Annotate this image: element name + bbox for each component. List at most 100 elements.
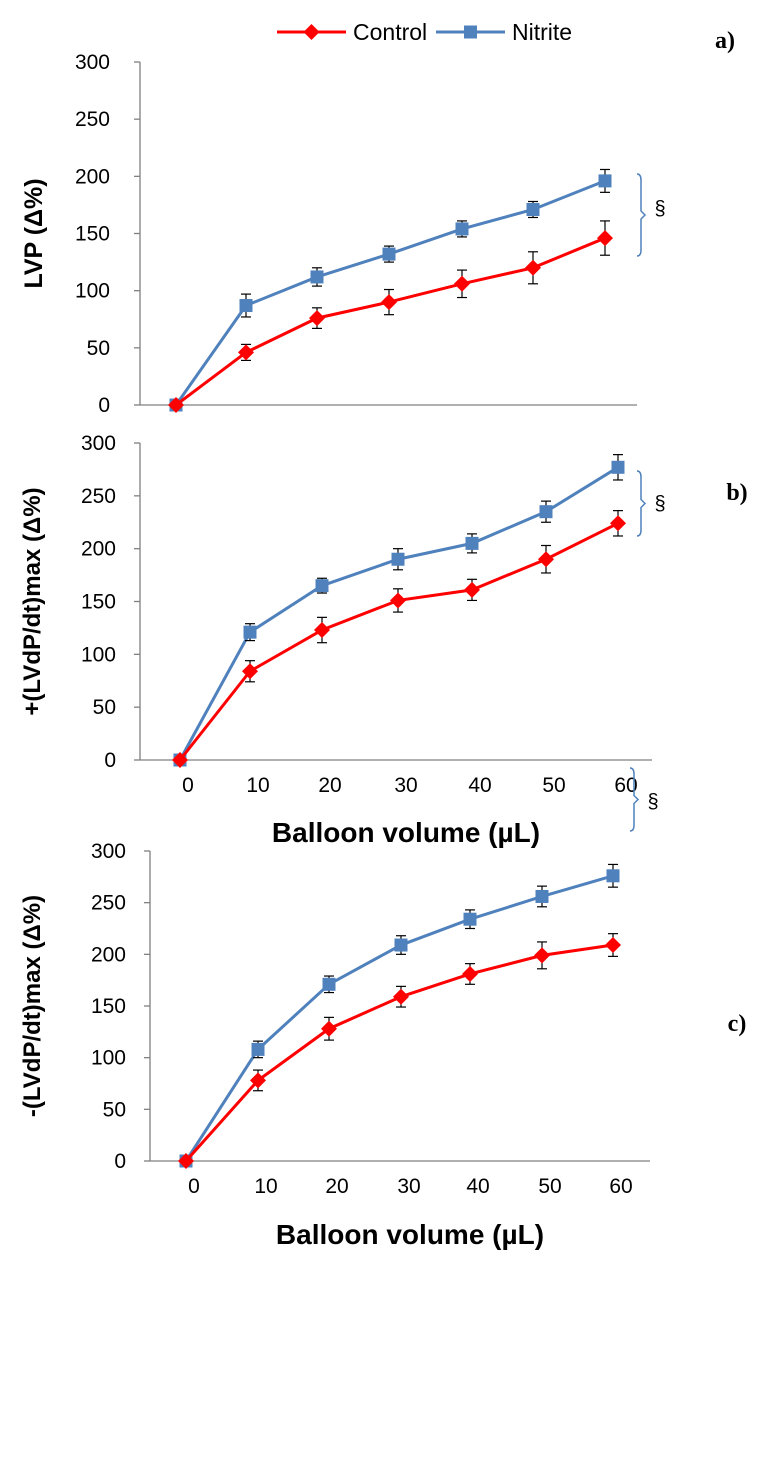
data-point-control: [321, 1020, 337, 1037]
y-tick-label: 100: [91, 1047, 126, 1070]
y-axis-label: +(LVdP/dt)max (Δ%): [19, 487, 46, 715]
x-tick-label: 40: [466, 1175, 489, 1198]
data-point-control: [525, 259, 541, 276]
y-tick-label: 250: [81, 485, 116, 508]
data-point-control: [381, 294, 397, 311]
data-point-control: [390, 592, 406, 609]
legend-marker-diamond: [303, 24, 320, 40]
data-point-control: [172, 752, 188, 768]
y-tick-label: 150: [81, 591, 116, 614]
significance-bracket: [636, 173, 647, 257]
y-tick-label: 0: [104, 749, 116, 772]
x-tick-label: 60: [609, 1175, 632, 1198]
legend-label-nitrite: Nitrite: [512, 19, 572, 45]
panel-label: b): [726, 480, 747, 506]
data-point-control: [610, 515, 626, 532]
data-point-control: [538, 551, 554, 568]
panel-label: c): [728, 1011, 747, 1037]
data-point-nitrite: [382, 247, 396, 261]
data-point-control: [168, 397, 184, 413]
x-axis-label: Balloon volume (µL): [276, 1219, 544, 1250]
data-point-control: [242, 663, 258, 680]
series-line-nitrite: [174, 179, 606, 406]
x-tick-label: 30: [394, 774, 417, 797]
data-point-nitrite: [526, 202, 540, 216]
y-tick-label: 0: [98, 394, 110, 417]
y-tick-label: 300: [81, 432, 116, 455]
data-point-nitrite: [535, 889, 549, 903]
y-tick-label: 200: [81, 538, 116, 561]
series-line-control: [184, 943, 614, 1162]
x-tick-label: 50: [538, 1175, 561, 1198]
x-tick-label: 60: [614, 774, 637, 797]
y-tick-label: 150: [91, 995, 126, 1018]
y-tick-label: 300: [75, 51, 110, 74]
data-point-control: [454, 275, 470, 292]
panel-label: a): [715, 28, 735, 54]
x-tick-label: 0: [188, 1175, 200, 1198]
data-point-control: [597, 230, 613, 247]
x-tick-label: 10: [246, 774, 269, 797]
data-point-control: [250, 1072, 266, 1089]
data-point-control: [464, 581, 480, 598]
y-tick-label: 0: [114, 1150, 126, 1173]
x-tick-label: 20: [318, 774, 341, 797]
data-point-nitrite: [539, 505, 553, 519]
data-point-nitrite: [251, 1042, 265, 1056]
x-tick-label: 40: [468, 774, 491, 797]
significance-bracket: [636, 470, 647, 537]
y-tick-label: 200: [75, 165, 110, 188]
data-point-nitrite: [394, 938, 408, 952]
y-axis-label: -(LVdP/dt)max (Δ%): [19, 895, 46, 1117]
legend: Control Nitrite: [277, 19, 572, 45]
data-point-nitrite: [315, 579, 329, 593]
y-tick-label: 100: [81, 643, 116, 666]
y-axis-label: LVP (Δ%): [20, 178, 48, 288]
data-point-nitrite: [611, 460, 625, 474]
data-point-nitrite: [606, 869, 620, 883]
data-point-control: [309, 310, 325, 327]
data-point-nitrite: [239, 299, 253, 313]
data-point-control: [462, 965, 478, 982]
data-point-nitrite: [463, 912, 477, 926]
legend-marker-square: [464, 25, 477, 39]
series-line-nitrite: [184, 874, 614, 1162]
data-point-control: [238, 344, 254, 361]
data-point-control: [314, 622, 330, 639]
chart-panel-b: 0 50 100 150 200 250 300 0 10 20 30 40 50 60 Balloon v…: [19, 432, 748, 848]
data-point-nitrite: [465, 536, 479, 550]
y-tick-label: 300: [91, 840, 126, 863]
significance-symbol: §: [654, 493, 665, 515]
x-tick-label: 10: [254, 1175, 277, 1198]
data-point-nitrite: [243, 625, 257, 639]
y-tick-label: 250: [91, 892, 126, 915]
chart-panel-a: 0 50 100 150 200 250 300 LVP (Δ%) a) §: [20, 28, 735, 417]
x-tick-label: 20: [325, 1175, 348, 1198]
y-tick-label: 50: [93, 696, 116, 719]
data-point-nitrite: [391, 552, 405, 566]
data-point-control: [178, 1153, 194, 1169]
data-point-nitrite: [455, 222, 469, 236]
data-point-nitrite: [598, 174, 612, 188]
x-axis-label: Balloon volume (µL): [272, 817, 540, 848]
y-tick-label: 200: [91, 943, 126, 966]
data-point-nitrite: [322, 977, 336, 991]
y-tick-label: 150: [75, 223, 110, 246]
x-tick-label: 30: [397, 1175, 420, 1198]
y-tick-label: 100: [75, 280, 110, 303]
y-tick-label: 50: [87, 337, 110, 360]
significance-symbol: §: [654, 198, 665, 220]
data-point-nitrite: [310, 270, 324, 284]
data-point-control: [534, 947, 550, 964]
significance-bracket: [629, 767, 640, 832]
x-tick-label: 50: [542, 774, 565, 797]
significance-symbol: §: [647, 791, 658, 813]
data-point-control: [605, 937, 621, 954]
x-tick-label: 0: [182, 774, 194, 797]
y-tick-label: 50: [103, 1098, 126, 1121]
legend-label-control: Control: [353, 19, 427, 45]
series-line-control: [175, 236, 606, 407]
y-tick-label: 250: [75, 108, 110, 131]
